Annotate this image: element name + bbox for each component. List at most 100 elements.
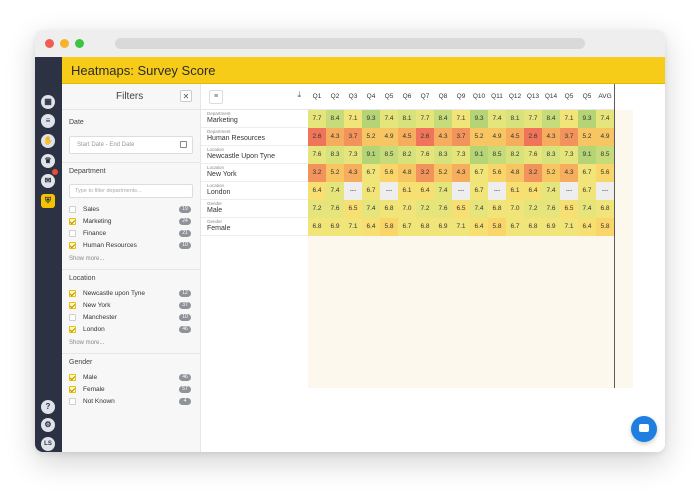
heatmap-cell[interactable]: 6.7 xyxy=(470,182,488,200)
heatmap-cell[interactable]: 6.4 xyxy=(524,182,542,200)
heatmap-cell[interactable]: 5.2 xyxy=(362,128,380,146)
heatmap-cell[interactable]: 6.8 xyxy=(416,218,434,236)
heatmap-cell[interactable]: 4.3 xyxy=(434,128,452,146)
heatmap-cell[interactable]: --- xyxy=(380,182,398,200)
location-option[interactable]: London 46 xyxy=(62,324,200,336)
heatmap-cell[interactable]: 4.3 xyxy=(560,164,578,182)
heatmap-cell[interactable]: 7.4 xyxy=(578,200,596,218)
heatmap-cell[interactable]: 5.6 xyxy=(488,164,506,182)
heatmap-cell[interactable]: 4.3 xyxy=(452,164,470,182)
trophy-icon[interactable]: ♛ xyxy=(41,154,55,168)
heatmap-cell[interactable]: 6.7 xyxy=(470,164,488,182)
heatmap-cell[interactable]: 7.6 xyxy=(524,146,542,164)
heatmap-cell[interactable]: 8.1 xyxy=(398,110,416,128)
avatar[interactable]: LS xyxy=(41,437,55,451)
heatmap-cell[interactable]: 6.4 xyxy=(416,182,434,200)
heatmap-cell[interactable]: 7.1 xyxy=(560,110,578,128)
heatmap-cell[interactable]: 6.7 xyxy=(398,218,416,236)
close-window-button[interactable] xyxy=(45,39,54,48)
department-show-more-link[interactable]: Show more... xyxy=(69,256,105,262)
heatmap-cell[interactable]: 6.8 xyxy=(308,218,326,236)
heatmap-cell[interactable]: 4.5 xyxy=(398,128,416,146)
department-checkbox[interactable] xyxy=(69,218,76,225)
heatmap-cell[interactable]: 3.7 xyxy=(344,128,362,146)
heatmap-cell[interactable]: 5.6 xyxy=(380,164,398,182)
heatmap-cell[interactable]: 6.7 xyxy=(578,182,596,200)
heatmap-cell[interactable]: 8.1 xyxy=(506,110,524,128)
location-option[interactable]: Newcastle upon Tyne 12 xyxy=(62,288,200,300)
gender-checkbox[interactable] xyxy=(69,398,76,405)
heatmap-cell[interactable]: 5.2 xyxy=(326,164,344,182)
heatmap-cell[interactable]: 7.4 xyxy=(326,182,344,200)
calendar-icon[interactable] xyxy=(180,141,187,148)
heatmap-cell[interactable]: 4.9 xyxy=(488,128,506,146)
heatmap-cell[interactable]: 9.3 xyxy=(578,110,596,128)
heatmap-cell[interactable]: 8.5 xyxy=(380,146,398,164)
heatmap-cell[interactable]: 6.5 xyxy=(452,200,470,218)
location-checkbox[interactable] xyxy=(69,302,76,309)
heatmap-cell[interactable]: 6.9 xyxy=(326,218,344,236)
heatmap-cell[interactable]: 9.1 xyxy=(470,146,488,164)
column-header[interactable]: Q6 xyxy=(398,84,416,110)
heatmap-cell[interactable]: 6.7 xyxy=(362,182,380,200)
heatmap-avg-cell[interactable]: 4.9 xyxy=(596,128,614,146)
heatmap-cell[interactable]: 5.8 xyxy=(380,218,398,236)
heatmap-cell[interactable]: 7.1 xyxy=(452,218,470,236)
department-search-input[interactable]: Type to filter departments... xyxy=(69,184,193,198)
department-checkbox[interactable] xyxy=(69,206,76,213)
column-header[interactable]: Q13 xyxy=(524,84,542,110)
heatmap-cell[interactable]: 7.6 xyxy=(416,146,434,164)
heatmap-cell[interactable]: 6.9 xyxy=(434,218,452,236)
department-option[interactable]: Sales 19 xyxy=(62,204,200,216)
heatmap-cell[interactable]: 8.4 xyxy=(434,110,452,128)
heatmap-cell[interactable]: 6.8 xyxy=(488,200,506,218)
heatmap-cell[interactable]: 9.3 xyxy=(362,110,380,128)
heatmap-cell[interactable]: 6.7 xyxy=(506,218,524,236)
heatmap-cell[interactable]: 6.1 xyxy=(398,182,416,200)
heatmap-cell[interactable]: 8.3 xyxy=(326,146,344,164)
location-option[interactable]: New York 37 xyxy=(62,300,200,312)
heatmap-cell[interactable]: 7.3 xyxy=(452,146,470,164)
list-icon[interactable]: ≡ xyxy=(41,114,55,128)
heatmap-cell[interactable]: 6.4 xyxy=(308,182,326,200)
heatmap-cell[interactable]: 5.2 xyxy=(578,128,596,146)
heatmap-cell[interactable]: 7.7 xyxy=(524,110,542,128)
heatmap-cell[interactable]: 7.1 xyxy=(560,218,578,236)
heatmap-cell[interactable]: 7.4 xyxy=(542,182,560,200)
heatmap-cell[interactable]: 7.7 xyxy=(308,110,326,128)
heatmap-cell[interactable]: 6.5 xyxy=(560,200,578,218)
department-option[interactable]: Human Resources 10 xyxy=(62,240,200,252)
heatmap-avg-cell[interactable]: 5.8 xyxy=(596,218,614,236)
column-header[interactable]: Q5 xyxy=(560,84,578,110)
chat-icon[interactable]: ✉ xyxy=(41,174,55,188)
heatmap-cell[interactable]: 2.6 xyxy=(416,128,434,146)
gender-option[interactable]: Not Known 4 xyxy=(62,396,200,408)
heatmap-cell[interactable]: 2.6 xyxy=(308,128,326,146)
column-header-avg[interactable]: AVG xyxy=(596,84,614,110)
heatmap-cell[interactable]: 7.0 xyxy=(398,200,416,218)
support-chat-button[interactable] xyxy=(631,416,657,442)
heatmap-cell[interactable]: 4.3 xyxy=(326,128,344,146)
heatmap-cell[interactable]: 3.2 xyxy=(416,164,434,182)
column-header[interactable]: Q9 xyxy=(452,84,470,110)
heatmap-cell[interactable]: 9.1 xyxy=(362,146,380,164)
heatmap-cell[interactable]: 9.3 xyxy=(470,110,488,128)
heatmap-cell[interactable]: 6.4 xyxy=(470,218,488,236)
column-header[interactable]: Q2 xyxy=(326,84,344,110)
heatmap-cell[interactable]: 8.5 xyxy=(488,146,506,164)
heatmap-cell[interactable]: --- xyxy=(488,182,506,200)
column-header[interactable]: Q7 xyxy=(416,84,434,110)
heatmap-cell[interactable]: 7.6 xyxy=(326,200,344,218)
heatmap-cell[interactable]: 7.3 xyxy=(560,146,578,164)
heatmap-cell[interactable]: 7.3 xyxy=(344,146,362,164)
column-header[interactable]: Q14 xyxy=(542,84,560,110)
column-header[interactable]: Q10 xyxy=(470,84,488,110)
filter-toggle-icon[interactable]: ≡ xyxy=(209,90,223,104)
heatmap-cell[interactable]: 4.8 xyxy=(398,164,416,182)
heatmap-avg-cell[interactable]: 7.4 xyxy=(596,110,614,128)
heatmap-cell[interactable]: 6.1 xyxy=(506,182,524,200)
heatmap-cell[interactable]: 8.3 xyxy=(542,146,560,164)
heatmap-cell[interactable]: 6.7 xyxy=(362,164,380,182)
heatmap-cell[interactable]: 7.4 xyxy=(488,110,506,128)
heatmap-cell[interactable]: 5.2 xyxy=(434,164,452,182)
